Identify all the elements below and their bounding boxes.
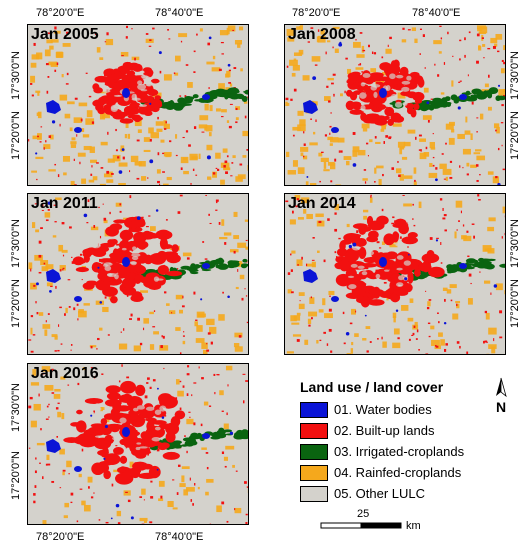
legend-label-rainfed: 04. Rainfed-croplands (334, 465, 462, 480)
scale-unit: km (406, 520, 421, 532)
lon-label-top-left-2: 78°40'0"E (155, 7, 204, 19)
map-panel-2005: Jan 2005 (27, 24, 249, 186)
map-canvas-2014 (285, 194, 505, 354)
lat-label-right-r1-1: 17°30'0"N (509, 51, 521, 100)
legend-label-irrigated: 03. Irrigated-croplands (334, 444, 465, 459)
north-arrow-icon: N (496, 377, 507, 415)
panel-title-2011: Jan 2011 (31, 195, 98, 212)
legend-swatch-other (300, 485, 328, 502)
legend: Land use / land cover 01. Water bodies 0… (300, 379, 500, 504)
lon-label-bottom-1: 78°20'0"E (36, 531, 85, 543)
legend-swatch-rainfed (300, 464, 328, 481)
legend-label-water: 01. Water bodies (334, 402, 432, 417)
legend-item-water: 01. Water bodies (300, 399, 500, 420)
panel-title-2008: Jan 2008 (288, 26, 356, 43)
lon-label-top-right-2: 78°40'0"E (412, 7, 461, 19)
lat-label-r1-1: 17°30'0"N (10, 51, 22, 100)
lat-label-r3-1: 17°30'0"N (10, 383, 22, 432)
map-panel-2016: Jan 2016 (27, 363, 249, 525)
legend-swatch-water (300, 401, 328, 418)
map-panel-2014: Jan 2014 (284, 193, 506, 355)
lat-label-r2-2: 17°20'0"N (10, 279, 22, 328)
lat-label-right-r2-1: 17°30'0"N (509, 219, 521, 268)
panel-title-2005: Jan 2005 (31, 26, 99, 43)
lat-label-right-r1-2: 17°20'0"N (509, 111, 521, 160)
lat-label-r3-2: 17°20'0"N (10, 451, 22, 500)
lon-label-bottom-2: 78°40'0"E (155, 531, 204, 543)
lat-label-r1-2: 17°20'0"N (10, 111, 22, 160)
legend-label-other: 05. Other LULC (334, 486, 426, 501)
legend-item-irrigated: 03. Irrigated-croplands (300, 441, 500, 462)
map-panel-2011: Jan 2011 (27, 193, 249, 355)
panel-title-2014: Jan 2014 (288, 195, 356, 212)
legend-label-builtup: 02. Built-up lands (334, 423, 435, 438)
legend-item-builtup: 02. Built-up lands (300, 420, 500, 441)
map-canvas-2016 (28, 364, 248, 524)
map-canvas-2008 (285, 25, 505, 185)
scale-value: 25 (357, 508, 370, 520)
legend-item-other: 05. Other LULC (300, 483, 500, 504)
legend-title: Land use / land cover (300, 379, 444, 395)
lon-label-top-right-1: 78°20'0"E (292, 7, 341, 19)
map-canvas-2005 (28, 25, 248, 185)
svg-text:N: N (496, 399, 506, 415)
lat-label-right-r2-2: 17°20'0"N (509, 279, 521, 328)
legend-item-rainfed: 04. Rainfed-croplands (300, 462, 500, 483)
lon-label-top-left-1: 78°20'0"E (36, 7, 85, 19)
panel-title-2016: Jan 2016 (31, 365, 99, 382)
lat-label-r2-1: 17°30'0"N (10, 219, 22, 268)
map-canvas-2011 (28, 194, 248, 354)
map-panel-2008: Jan 2008 (284, 24, 506, 186)
legend-swatch-irrigated (300, 443, 328, 460)
scale-bar-graphic (320, 522, 402, 529)
legend-swatch-builtup (300, 422, 328, 439)
